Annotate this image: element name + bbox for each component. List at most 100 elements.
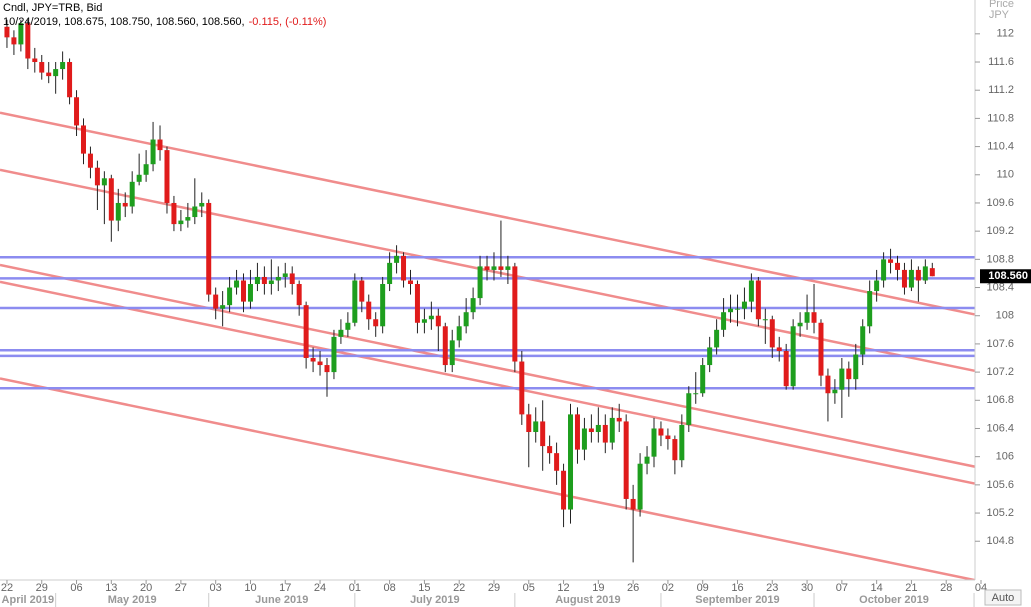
x-tick-label: 10 [244,582,256,594]
candle-body [185,217,191,221]
candle-body [568,414,574,510]
candle-body [171,202,177,225]
candle-body [67,62,73,98]
candle-body [247,284,253,302]
candle-body [644,456,650,464]
candle-body [908,269,914,288]
last-price-label: 108.560 [988,270,1028,282]
candle-body [18,23,24,45]
candle-body [401,255,407,281]
candle-body [581,428,587,450]
x-tick-label: 09 [697,582,709,594]
candle-body [769,319,775,348]
candle-body [324,365,330,373]
y-tick-label: 112 [996,28,1014,40]
x-tick-label: 12 [557,582,569,594]
candle-body [776,347,782,351]
candle-body [491,266,497,270]
candle-body [456,326,462,341]
candle-body [512,266,518,362]
candle-body [895,262,901,270]
candle-body [665,435,671,440]
y-tick-label: 108.4 [986,281,1014,293]
x-tick-label: 13 [105,582,117,594]
change-line: -0.115, (-0.11%) [249,16,327,28]
x-tick-label: 26 [627,582,639,594]
candle-body [505,266,511,270]
trend-line [0,280,975,485]
candle-body [53,69,59,77]
chart-header: Cndl, JPY=TRB, Bid [3,2,102,14]
candle-body [686,393,692,425]
candle-body [741,301,747,309]
candle-body [143,164,149,175]
month-label: August 2019 [555,594,620,606]
candle-body [213,294,219,309]
candle-body [261,276,267,285]
candle-body [414,284,420,323]
candle-body [728,308,734,313]
candle-body [755,280,761,320]
x-tick-label: 07 [836,582,848,594]
candle-body [790,326,796,387]
x-tick-label: 23 [766,582,778,594]
candle-body [651,428,657,457]
candle-body [282,273,288,277]
x-tick-label: 08 [383,582,395,594]
candle-body [853,354,859,380]
x-tick-label: 29 [488,582,500,594]
x-tick-label: 28 [940,582,952,594]
candle-body [129,181,135,207]
candle-body [310,358,316,362]
candle-body [192,206,198,218]
y-tick-label: 111.2 [988,84,1014,96]
candle-body [526,414,532,433]
candle-body [234,280,240,288]
last-price-tag [980,269,1031,284]
x-tick-label: 15 [418,582,430,594]
candle-body [588,428,594,433]
x-tick-label: 14 [871,582,883,594]
candle-body [366,301,372,320]
candle-body [700,365,706,394]
y-tick-label: 107.6 [986,338,1014,350]
x-tick-label: 06 [70,582,82,594]
candle-body [241,280,247,302]
candle-body [477,266,483,299]
y-tick-label: 110.8 [987,112,1014,124]
y-tick-label: 110 [996,169,1014,181]
y-tick-label: 105.2 [986,507,1014,519]
candle-body [783,350,789,387]
candle-body [860,326,866,355]
candle-body [693,393,699,395]
candle-body [470,298,476,313]
candle-body [881,259,887,281]
auto-button-label[interactable]: Auto [992,592,1015,604]
candle-body [540,421,546,447]
candle-body [46,72,52,77]
x-tick-label: 03 [210,582,222,594]
x-tick-label: 02 [662,582,674,594]
candle-body [714,329,720,348]
candle-body [915,269,921,281]
candle-body [345,322,351,330]
candle-body [602,424,608,443]
candle-body [922,266,928,281]
y-tick-label: 105.6 [986,479,1014,491]
month-label: June 2019 [255,594,308,606]
candle-body [275,276,281,281]
candle-body [87,153,93,168]
candle-body [11,37,17,45]
x-tick-label: 04 [975,582,987,594]
candle-body [484,266,490,270]
candle-body [60,62,66,70]
x-tick-label: 24 [314,582,326,594]
candle-body [407,280,413,285]
y-tick-label: 106.8 [986,394,1014,406]
info-line: 10/24/2019, 108.675, 108.750, 108.560, 1… [3,16,245,28]
candle-body [929,268,935,277]
candle-body [254,276,260,285]
auto-button[interactable] [984,589,1022,606]
candle-body [574,414,580,450]
